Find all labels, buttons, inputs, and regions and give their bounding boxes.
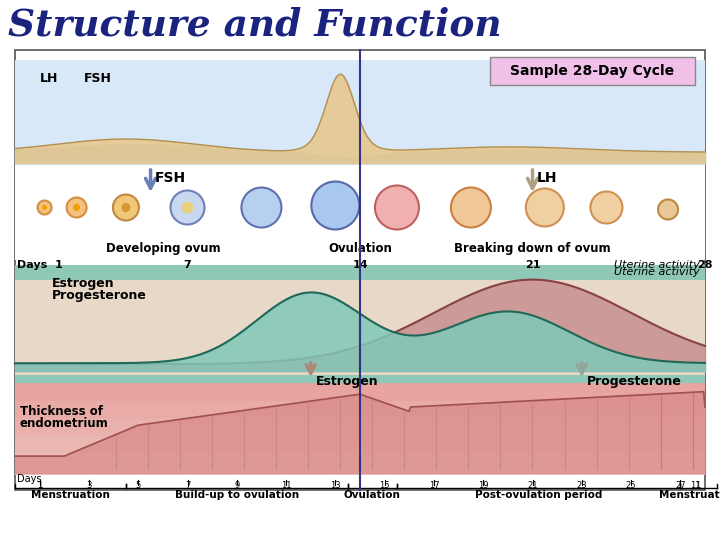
Text: 7: 7 — [185, 481, 190, 490]
Text: FSH: FSH — [155, 171, 186, 185]
Text: Developing ovum: Developing ovum — [106, 242, 220, 255]
Text: 11: 11 — [281, 481, 292, 490]
Bar — [15, 60, 705, 165]
Text: LH: LH — [536, 171, 557, 185]
Circle shape — [658, 199, 678, 219]
Text: 1: 1 — [37, 481, 42, 490]
Text: Estrogen: Estrogen — [52, 277, 114, 290]
Circle shape — [375, 186, 419, 230]
Bar — [15, 454, 705, 471]
Bar — [15, 265, 705, 375]
Text: 14: 14 — [352, 260, 368, 270]
Text: Menstruation: Menstruation — [660, 490, 720, 500]
Text: 13: 13 — [330, 481, 341, 490]
Text: Post-ovulation period: Post-ovulation period — [475, 490, 603, 500]
Text: 27: 27 — [675, 481, 685, 490]
Circle shape — [37, 200, 52, 214]
Circle shape — [241, 187, 282, 227]
Circle shape — [67, 198, 86, 218]
Text: 1: 1 — [37, 481, 42, 490]
Bar — [15, 436, 705, 454]
Text: LH: LH — [40, 72, 58, 85]
Circle shape — [171, 191, 204, 225]
Text: Structure and Function: Structure and Function — [8, 6, 502, 44]
Text: Menstruation: Menstruation — [31, 490, 110, 500]
Text: Sample 28-Day Cycle: Sample 28-Day Cycle — [510, 64, 675, 78]
Circle shape — [73, 204, 80, 211]
Text: 3: 3 — [86, 481, 91, 490]
Text: Ovulation: Ovulation — [344, 490, 401, 500]
Bar — [15, 50, 705, 490]
Bar — [490, 57, 695, 85]
Bar — [15, 265, 705, 280]
Text: Build-up to ovulation: Build-up to ovulation — [175, 490, 299, 500]
Bar — [15, 418, 705, 436]
Text: Breaking down of ovum: Breaking down of ovum — [454, 242, 611, 255]
Circle shape — [451, 187, 491, 227]
Bar — [15, 383, 705, 401]
Circle shape — [526, 188, 564, 226]
Text: 1: 1 — [695, 481, 701, 490]
Text: 25: 25 — [626, 481, 636, 490]
Circle shape — [181, 201, 194, 213]
Text: 28: 28 — [697, 260, 713, 270]
Text: FSH: FSH — [84, 72, 112, 85]
Circle shape — [42, 205, 47, 210]
Text: Uterine activity: Uterine activity — [614, 267, 700, 277]
Text: Days  1: Days 1 — [17, 260, 63, 270]
Text: 15: 15 — [379, 481, 390, 490]
Text: Progesterone: Progesterone — [52, 289, 147, 302]
Text: 17: 17 — [428, 481, 439, 490]
Text: Ovulation: Ovulation — [328, 242, 392, 255]
Bar — [15, 401, 705, 418]
Text: 21: 21 — [525, 260, 540, 270]
Text: 7: 7 — [184, 260, 192, 270]
Text: 11: 11 — [690, 481, 701, 490]
Circle shape — [122, 203, 130, 212]
Circle shape — [590, 192, 622, 224]
Text: 19: 19 — [478, 481, 488, 490]
Bar — [15, 375, 705, 383]
Text: Thickness of: Thickness of — [20, 405, 103, 418]
Text: Estrogen: Estrogen — [315, 375, 378, 388]
Text: 9: 9 — [234, 481, 240, 490]
Text: Days: Days — [17, 474, 42, 484]
Text: 23: 23 — [577, 481, 587, 490]
Text: Progesterone: Progesterone — [587, 375, 682, 388]
Bar — [15, 165, 705, 260]
Text: Uterine activity: Uterine activity — [614, 260, 700, 270]
Circle shape — [113, 194, 139, 220]
Bar — [15, 375, 705, 475]
Circle shape — [311, 181, 359, 229]
Text: 21: 21 — [527, 481, 538, 490]
Text: endometrium: endometrium — [20, 417, 109, 430]
Text: 5: 5 — [135, 481, 141, 490]
